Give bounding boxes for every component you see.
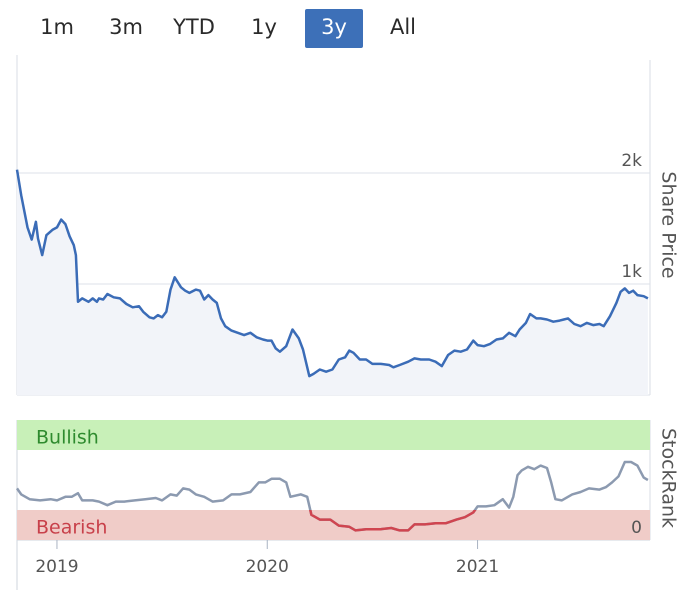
- series-line: [15, 169, 649, 378]
- range-selector: 1m 3m YTD 1y 3y All: [40, 9, 416, 48]
- band-label: Bullish: [36, 427, 99, 449]
- button-bg: [305, 9, 363, 48]
- range-button[interactable]: YTD: [172, 15, 215, 39]
- rank-band: [17, 420, 650, 450]
- series-line-below: [308, 510, 477, 532]
- price-area: [17, 169, 648, 395]
- button-label: YTD: [172, 15, 215, 39]
- y-tick-label: 0: [631, 518, 642, 538]
- button-label: 1m: [40, 15, 74, 39]
- y-tick-label: 2k: [621, 151, 642, 171]
- range-button[interactable]: 3m: [109, 15, 143, 39]
- x-tick-label: 2020: [246, 557, 289, 577]
- axis-title: StockRank: [658, 428, 680, 528]
- y-tick-label: 1k: [621, 262, 642, 282]
- range-button[interactable]: 3y: [305, 9, 363, 48]
- button-label: 3y: [321, 15, 347, 39]
- range-button[interactable]: 1y: [251, 15, 277, 39]
- x-tick-label: 2021: [456, 557, 499, 577]
- button-label: 1y: [251, 15, 277, 39]
- range-button[interactable]: All: [390, 15, 416, 39]
- button-label: 3m: [109, 15, 143, 39]
- x-tick-label: 2019: [35, 557, 78, 577]
- rank-band: [17, 510, 650, 540]
- axis-title: Share Price: [658, 171, 680, 278]
- range-button[interactable]: 1m: [40, 15, 74, 39]
- button-label: All: [390, 15, 416, 39]
- band-label: Bearish: [36, 517, 107, 539]
